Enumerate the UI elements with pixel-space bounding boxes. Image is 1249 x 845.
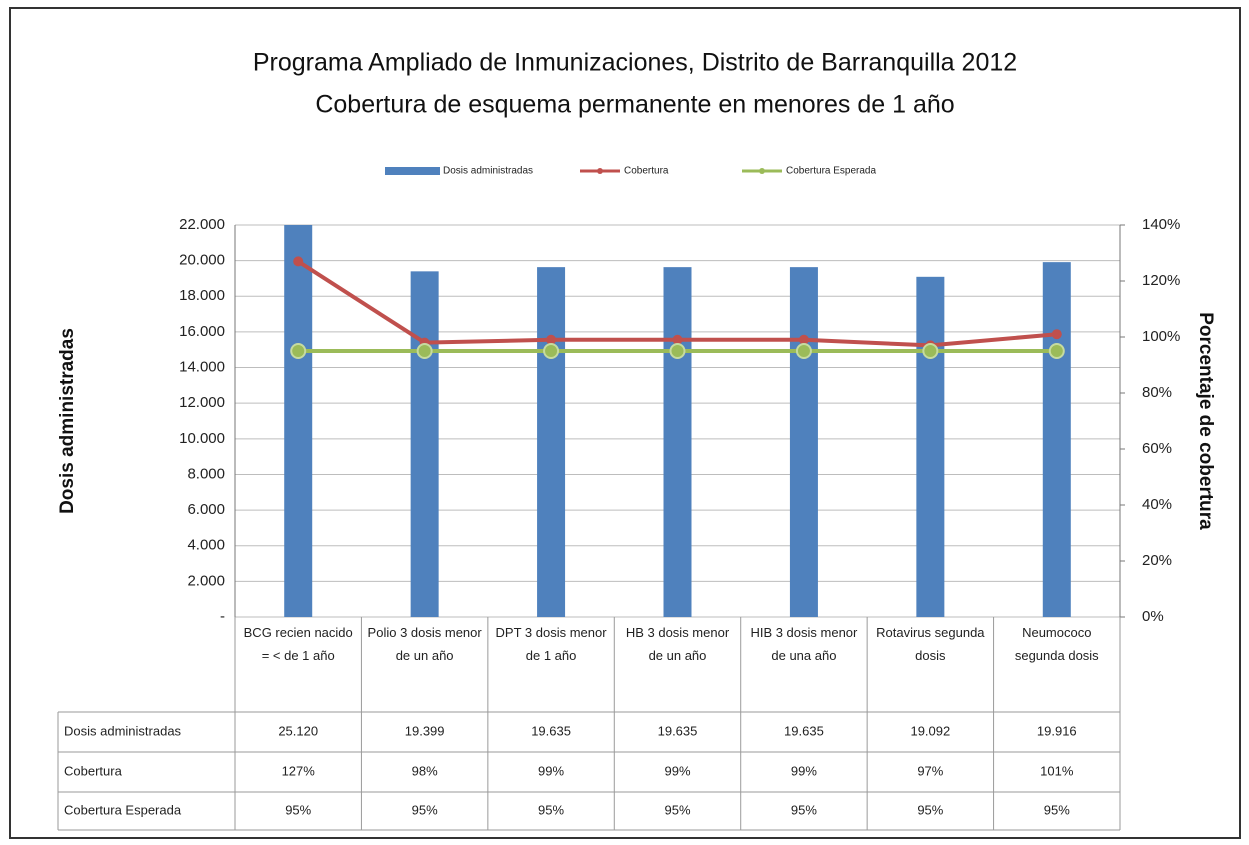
category-cell: BCG recien nacido = < de 1 año <box>243 625 353 663</box>
point <box>798 334 809 345</box>
point <box>669 343 686 359</box>
bar <box>663 267 692 617</box>
row-label: Dosis administradas <box>64 723 182 738</box>
y-tick-label: 2.000 <box>187 572 225 589</box>
x-tick-label: HB 3 dosis menor de un año <box>625 625 730 663</box>
y-axis-title: Dosis administradas <box>57 328 78 514</box>
table-value: 19.635 <box>658 723 698 738</box>
table-value: 95% <box>285 802 311 817</box>
point <box>543 343 560 359</box>
bar <box>284 225 313 617</box>
table-value: 95% <box>412 802 438 817</box>
point <box>922 343 939 359</box>
table-value: 19.635 <box>784 723 824 738</box>
x-tick-label: Neumococo segunda dosis <box>1014 625 1099 663</box>
table-value: 19.399 <box>405 723 445 738</box>
category-cell: HB 3 dosis menor de un año <box>625 625 730 663</box>
legend-label: Dosis administradas <box>443 166 533 177</box>
y-tick-label: 18.000 <box>179 287 225 304</box>
point <box>795 343 812 359</box>
y2-tick-label: 100% <box>1142 328 1180 345</box>
y2-tick-label: 120% <box>1142 272 1180 289</box>
table-value: 95% <box>791 802 817 817</box>
bar <box>916 276 945 617</box>
point <box>672 334 683 345</box>
point <box>290 343 307 359</box>
x-tick-label: Rotavirus segunda dosis <box>876 625 985 663</box>
table-value: 99% <box>538 763 564 778</box>
point <box>1051 329 1062 340</box>
y-tick-label: 10.000 <box>179 430 225 447</box>
chart-subtitle: Cobertura de esquema permanente en menor… <box>315 91 954 119</box>
y-tick-label: 4.000 <box>187 537 225 554</box>
point <box>546 334 557 345</box>
table-value: 99% <box>664 763 690 778</box>
table-value: 19.635 <box>531 723 571 738</box>
table-value: 95% <box>664 802 690 817</box>
x-tick-label: HIB 3 dosis menor de una año <box>750 625 858 663</box>
table-value: 25.120 <box>278 723 318 738</box>
y2-axis-title: Porcentaje de cobertura <box>1195 312 1216 530</box>
y-tick-label: - <box>220 608 225 625</box>
table-value: 95% <box>538 802 564 817</box>
table-value: 95% <box>917 802 943 817</box>
x-tick-label: BCG recien nacido = < de 1 año <box>243 625 353 663</box>
legend-marker <box>759 168 765 174</box>
series-layer <box>284 225 1071 617</box>
row-label: Cobertura Esperada <box>64 802 182 817</box>
category-cell: Rotavirus segunda dosis <box>876 625 985 663</box>
y2-tick-label: 0% <box>1142 608 1164 625</box>
table-value: 19.092 <box>910 723 950 738</box>
table-value: 127% <box>282 763 316 778</box>
bar <box>410 271 439 617</box>
y-tick-label: 20.000 <box>179 252 225 269</box>
point <box>293 256 304 267</box>
legend-marker <box>597 168 603 174</box>
category-cell: HIB 3 dosis menor de una año <box>750 625 858 663</box>
y2-tick-label: 60% <box>1142 440 1172 457</box>
legend-label: Cobertura <box>624 166 669 177</box>
table-value: 97% <box>917 763 943 778</box>
x-tick-label: DPT 3 dosis menor de 1 año <box>495 625 607 663</box>
bar <box>789 267 818 617</box>
point <box>1048 343 1065 359</box>
bar <box>1042 262 1071 617</box>
category-cell: DPT 3 dosis menor de 1 año <box>495 625 607 663</box>
y-tick-label: 8.000 <box>187 465 225 482</box>
table-value: 101% <box>1040 763 1074 778</box>
y-tick-label: 22.000 <box>179 216 225 233</box>
table-value: 99% <box>791 763 817 778</box>
y-tick-label: 6.000 <box>187 501 225 518</box>
table-value: 19.916 <box>1037 723 1077 738</box>
row-label: Cobertura <box>64 763 123 778</box>
legend-swatch <box>385 167 440 175</box>
y2-tick-label: 140% <box>1142 216 1180 233</box>
y2-tick-label: 40% <box>1142 496 1172 513</box>
y-tick-label: 14.000 <box>179 359 225 376</box>
category-cell: Polio 3 dosis menor de un año <box>367 625 482 663</box>
y-tick-label: 12.000 <box>179 394 225 411</box>
chart-frame <box>9 7 1241 839</box>
table-value: 98% <box>412 763 438 778</box>
point <box>416 343 433 359</box>
legend-label: Cobertura Esperada <box>786 166 876 177</box>
y2-tick-label: 20% <box>1142 552 1172 569</box>
category-cell: Neumococo segunda dosis <box>1014 625 1099 663</box>
x-tick-label: Polio 3 dosis menor de un año <box>367 625 482 663</box>
y2-tick-label: 80% <box>1142 384 1172 401</box>
chart-title: Programa Ampliado de Inmunizaciones, Dis… <box>253 49 1017 77</box>
bar <box>537 267 566 617</box>
table-value: 95% <box>1044 802 1070 817</box>
y-tick-label: 16.000 <box>179 323 225 340</box>
